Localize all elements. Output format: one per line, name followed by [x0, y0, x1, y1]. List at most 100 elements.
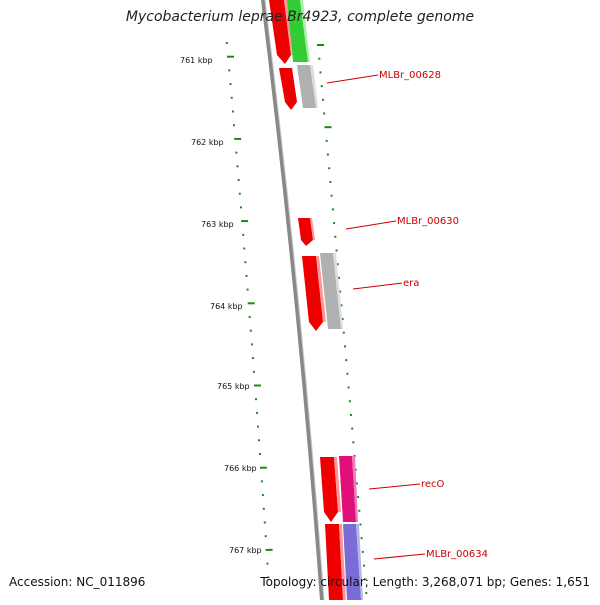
outer-track-tick: [347, 386, 350, 389]
ruler-ticks: [225, 42, 273, 579]
ruler-tick: [264, 535, 267, 538]
outer-track-tick: [325, 139, 328, 142]
cds-feature-shade: [300, 0, 310, 62]
accession-text: Accession: NC_011896: [9, 575, 146, 589]
outer-track-tick: [333, 222, 336, 225]
cds-feature[interactable]: [297, 65, 316, 108]
outer-track-tick: [324, 126, 332, 129]
ruler-tick: [248, 316, 251, 318]
label-connector: [368, 483, 421, 490]
cds-feature-shade: [334, 457, 341, 512]
cds-feature-shade: [356, 524, 363, 600]
outer-track-tick: [352, 441, 355, 444]
ruler-tick: [229, 83, 232, 86]
ruler-label: 767 kbp: [229, 546, 262, 555]
outer-track-tick: [350, 413, 352, 416]
ruler-tick: [243, 247, 246, 250]
gene-label[interactable]: era: [403, 278, 419, 289]
ruler-tick: [265, 548, 273, 551]
ruler-label: 761 kbp: [180, 56, 213, 65]
feature-track: [269, 0, 363, 600]
ruler-tick: [234, 137, 242, 140]
ruler-tick: [250, 343, 253, 346]
ruler-label: 764 kbp: [210, 302, 243, 311]
ruler-tick: [247, 302, 255, 305]
ruler-tick: [233, 124, 235, 127]
outer-track-tick: [317, 44, 324, 46]
ruler-tick: [262, 507, 265, 510]
outer-track-tick: [330, 194, 333, 197]
cds-feature[interactable]: [279, 68, 297, 110]
cds-feature-shade: [333, 253, 343, 329]
gene-label[interactable]: MLBr_00628: [379, 70, 441, 81]
outer-track-tick: [319, 71, 322, 74]
ruler-tick: [254, 384, 261, 387]
ruler-tick: [244, 261, 247, 264]
ruler-tick: [230, 96, 233, 99]
outer-track-tick: [360, 537, 363, 540]
cds-feature[interactable]: [320, 457, 338, 522]
outer-track-tick: [318, 57, 321, 60]
outer-track-tick: [322, 98, 324, 101]
outer-track-tick: [331, 208, 334, 211]
outer-track-tick: [365, 592, 368, 594]
outer-track-tick: [364, 578, 367, 581]
outer-track-tick: [328, 167, 331, 170]
ruler-tick: [242, 233, 245, 236]
outer-track-tick: [339, 290, 342, 293]
outer-track-tick: [355, 482, 358, 485]
ruler-tick: [252, 370, 255, 373]
outer-track-tick: [351, 427, 354, 430]
ruler-tick: [238, 192, 241, 195]
outer-track-tick: [361, 550, 364, 553]
outer-track-tick: [323, 112, 326, 115]
cds-feature-shade: [316, 256, 326, 322]
label-connector: [326, 74, 379, 84]
ruler-label: 762 kbp: [191, 138, 224, 147]
outer-track-tick: [358, 509, 361, 512]
ruler-tick: [240, 206, 242, 209]
ruler-tick: [261, 494, 264, 497]
outer-track-tick: [363, 564, 365, 567]
ruler-tick: [257, 425, 259, 428]
cds-feature[interactable]: [302, 256, 323, 331]
outer-track-tick: [335, 249, 338, 252]
ruler-label: 766 kbp: [224, 464, 257, 473]
cds-feature[interactable]: [325, 524, 343, 600]
gene-label[interactable]: recO: [421, 479, 445, 490]
genome-summary: Topology: circular; Length: 3,268,071 bp…: [260, 575, 590, 589]
outer-track-tick: [359, 523, 362, 526]
ruler-tick: [263, 521, 266, 524]
ruler-tick: [245, 274, 248, 277]
ruler-tick: [255, 398, 257, 401]
cds-feature[interactable]: [343, 524, 361, 600]
outer-track-tick: [320, 85, 323, 88]
outer-track-tick: [340, 304, 343, 307]
cds-feature[interactable]: [320, 253, 341, 329]
ruler-tick: [246, 288, 249, 291]
cds-feature[interactable]: [339, 456, 356, 522]
ruler-tick: [241, 220, 249, 223]
cds-feature[interactable]: [298, 218, 313, 246]
cds-feature[interactable]: [269, 0, 291, 64]
outer-track-tick: [344, 345, 346, 348]
ruler-label: 765 kbp: [217, 382, 250, 391]
gene-label[interactable]: MLBr_00630: [397, 216, 459, 227]
ruler-tick: [266, 562, 269, 565]
outer-track-tick: [334, 235, 337, 238]
cds-feature[interactable]: [287, 0, 308, 62]
genome-backbone-highlight: [264, 0, 325, 601]
outer-track-tick: [336, 263, 339, 266]
ruler-tick: [225, 42, 228, 44]
outer-track-tick: [329, 181, 332, 183]
outer-track-tick: [357, 496, 360, 499]
outer-track-tick: [338, 276, 340, 279]
label-connector: [373, 553, 426, 560]
label-connector: [352, 282, 403, 290]
outer-track-tick: [348, 400, 351, 403]
ruler-tick: [249, 329, 252, 332]
gene-label[interactable]: MLBr_00634: [426, 549, 488, 560]
outer-track-tick: [341, 318, 344, 320]
